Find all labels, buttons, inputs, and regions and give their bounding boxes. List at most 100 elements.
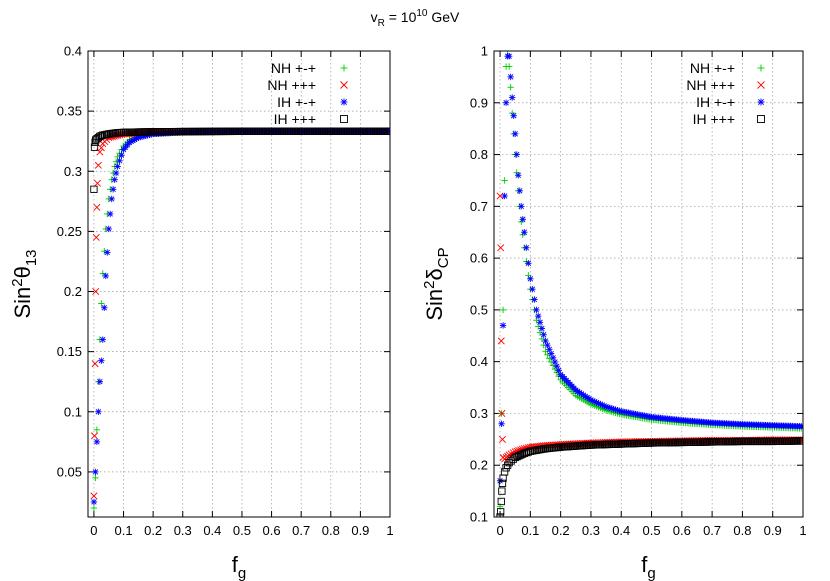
data-point [109, 186, 117, 193]
data-point [90, 492, 98, 500]
data-point [90, 498, 98, 506]
ticks: 0 0.1 0.2 0.3 0.4 0.5 0.6 0.7 0.8 0.9 1 0.1 0.2 0.3 0.… [470, 44, 807, 539]
plot-frame [493, 50, 804, 518]
data-point [90, 143, 99, 151]
data-point [507, 73, 514, 81]
data-point [535, 312, 542, 320]
data-point [95, 408, 102, 415]
chart-left-panel: 0 0.1 0.2 0.3 0.4 0.5 0.6 0.7 0.8 0.9 1 0.05 0.1 0.15… [9, 44, 394, 581]
legend-marker [340, 64, 348, 72]
x-tick-label: 0.3 [582, 523, 600, 538]
y-tick-label: 0.1 [470, 510, 488, 525]
data-point [508, 109, 516, 117]
data-point [497, 497, 505, 506]
data-point [538, 325, 546, 332]
data-point [118, 152, 125, 159]
figure-title-sub: R [378, 18, 385, 29]
y-tick-label: 0.6 [470, 251, 488, 266]
data-point [114, 163, 121, 170]
legend: NH +-+NH +++IH +-+IH +++ [686, 60, 765, 127]
data-point [501, 177, 508, 184]
x-tick-label: 0.7 [292, 523, 310, 538]
legend-label: IH +-+ [277, 94, 316, 110]
y-axis-label: Sin2θ13 [9, 249, 40, 318]
legend-label: NH +++ [686, 77, 735, 93]
x-tick-label: 0.5 [642, 523, 660, 538]
data-point [497, 508, 505, 516]
chart-right-panel: 0 0.1 0.2 0.3 0.4 0.5 0.6 0.7 0.8 0.9 1 0.1 0.2 0.3 0.… [421, 44, 807, 581]
legend-marker [340, 115, 348, 123]
data-point [93, 203, 101, 211]
y-tick-label: 0.7 [470, 199, 488, 214]
data-point [515, 172, 522, 179]
data-point [116, 157, 123, 165]
data-point [513, 169, 520, 176]
data-point [107, 210, 114, 218]
y-tick-label: 0.3 [64, 164, 82, 179]
data-point [92, 474, 99, 482]
data-point [527, 275, 534, 283]
data-point [92, 233, 100, 241]
data-point [497, 244, 505, 252]
data-point [99, 336, 107, 343]
data-point [499, 322, 507, 329]
x-tick-label: 0 [496, 523, 503, 538]
data-point [98, 300, 105, 307]
data-point [96, 378, 104, 385]
data-point [505, 451, 513, 459]
x-tick-label: 0.2 [144, 523, 162, 538]
data-point [518, 218, 525, 226]
y-tick-label: 0.1 [64, 404, 82, 419]
data-point [525, 272, 532, 279]
series-ih- [90, 128, 390, 506]
legend-label: IH +++ [274, 111, 316, 127]
data-point [501, 192, 508, 200]
legend-marker [340, 81, 348, 89]
legend: NH +-+NH +++IH +-+IH +++ [267, 60, 348, 127]
y-tick-label: 0.15 [57, 344, 82, 359]
y-axis-label: Sin2δCP [421, 247, 452, 320]
x-tick-label: 0.9 [764, 523, 782, 538]
y-tick-label: 0.35 [57, 104, 82, 119]
plot-frame [87, 50, 391, 518]
data-point [505, 63, 513, 70]
y-tick-label: 0.9 [470, 95, 488, 110]
data-point [111, 176, 118, 183]
data-point [521, 229, 528, 236]
x-tick-label: 0.2 [552, 523, 570, 538]
y-tick-label: 0.4 [64, 44, 82, 59]
data-point [524, 448, 532, 456]
data-point [519, 231, 526, 239]
x-tick-label: 0.1 [521, 523, 539, 538]
data-point [498, 435, 507, 443]
x-tick-label: 0.3 [174, 523, 192, 538]
data-point [540, 331, 547, 338]
data-point [498, 487, 506, 495]
legend-marker [757, 115, 765, 123]
data-point [518, 450, 527, 458]
legend-marker [757, 64, 765, 72]
grid [88, 51, 390, 517]
legend-label: NH +++ [267, 77, 316, 93]
data-point [93, 179, 101, 187]
data-point [104, 249, 111, 256]
data-point [533, 306, 540, 314]
data-point [112, 169, 120, 177]
x-tick-label: 0.6 [673, 523, 691, 538]
x-tick-label: 0.4 [612, 523, 630, 538]
legend-label: IH +++ [693, 111, 735, 127]
data-point [507, 84, 514, 91]
data-point [90, 185, 98, 193]
data-point [502, 99, 510, 106]
x-tick-label: 1 [386, 523, 393, 538]
data-point [500, 468, 509, 476]
y-tick-label: 0.25 [57, 224, 82, 239]
x-tick-label: 0 [90, 523, 97, 538]
series-ih- [90, 127, 390, 193]
data-point [508, 94, 516, 101]
x-axis-label: fg [641, 552, 655, 581]
x-tick-label: 0.1 [114, 523, 132, 538]
data-point [498, 479, 507, 487]
data-point [523, 244, 530, 251]
